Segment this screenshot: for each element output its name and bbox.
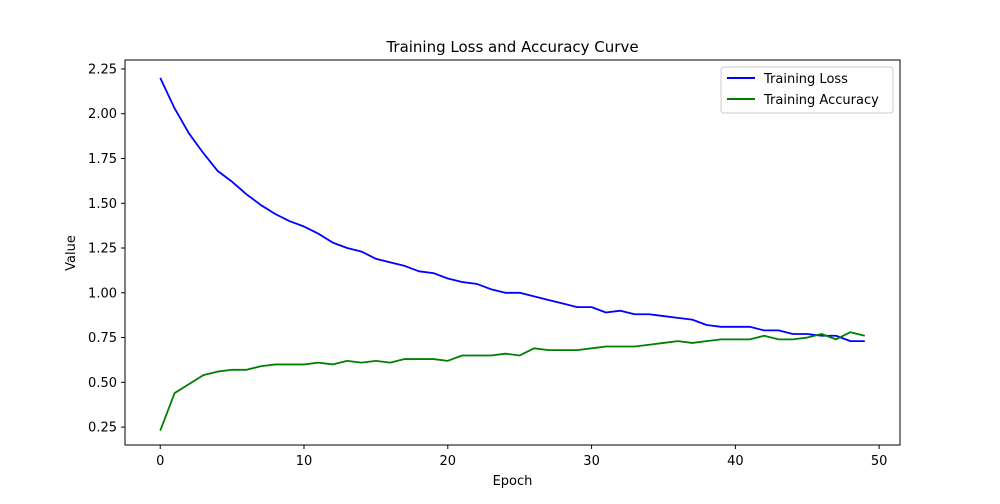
chart-title: Training Loss and Accuracy Curve (385, 38, 638, 56)
series-line-training-accuracy (159, 331, 865, 431)
x-tick-label: 40 (727, 454, 744, 469)
y-tick-label: 1.50 (88, 197, 117, 212)
x-tick-label: 30 (583, 454, 600, 469)
legend-label-training-loss: Training Loss (763, 72, 848, 87)
legend: Training Loss Training Accuracy (720, 66, 894, 114)
y-tick-label: 1.75 (88, 152, 117, 167)
series-lines (159, 77, 865, 431)
x-tick-label: 10 (296, 454, 313, 469)
y-tick-label: 1.00 (88, 286, 117, 301)
y-tick-label: 0.50 (88, 376, 117, 391)
x-tick-label: 50 (871, 454, 888, 469)
x-tick-label: 0 (156, 454, 164, 469)
legend-label-training-accuracy: Training Accuracy (763, 93, 879, 108)
y-tick-label: 0.75 (88, 331, 117, 346)
y-axis-label: Value (64, 235, 79, 271)
legend-frame (720, 66, 894, 114)
y-axis: 0.25 0.50 0.75 1.00 1.25 1.50 1.75 2.00 2.25 (88, 62, 125, 436)
y-tick-label: 2.25 (88, 62, 117, 77)
x-tick-label: 20 (440, 454, 457, 469)
series-line-training-loss (159, 77, 865, 343)
x-axis-label: Epoch (493, 474, 533, 489)
y-tick-label: 2.00 (88, 107, 117, 122)
x-axis: 0 10 20 30 40 50 (156, 445, 887, 469)
y-tick-label: 1.25 (88, 242, 117, 257)
y-tick-label: 0.25 (88, 421, 117, 436)
plot-frame (124, 59, 901, 446)
